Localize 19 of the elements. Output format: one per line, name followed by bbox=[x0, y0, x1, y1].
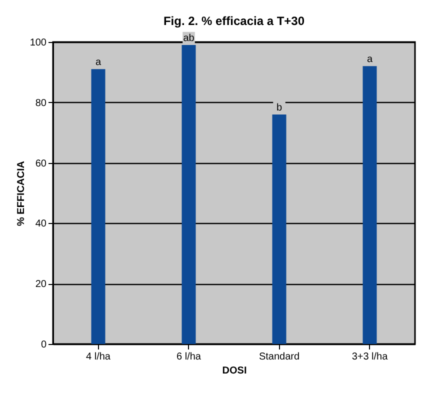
x-tick-label: 4 l/ha bbox=[86, 352, 111, 362]
y-tick-label: 0 bbox=[40, 340, 47, 350]
data-label: b bbox=[276, 102, 282, 114]
x-tick-label: 3+3 l/ha bbox=[352, 352, 388, 362]
y-tick-label: 20 bbox=[35, 279, 47, 290]
x-tick-label: 6 l/ha bbox=[176, 352, 202, 362]
chart-title: Fig. 2. % efficacia a T+30 bbox=[163, 14, 305, 28]
y-tick-label: 40 bbox=[35, 218, 47, 230]
data-label: a bbox=[95, 57, 102, 68]
bar bbox=[272, 114, 286, 344]
data-label: ab bbox=[183, 33, 195, 44]
x-axis-title: DOSI bbox=[222, 366, 247, 376]
bar bbox=[182, 45, 196, 344]
x-tick-label: Standard bbox=[258, 352, 300, 362]
y-tick-label: 80 bbox=[35, 98, 47, 109]
data-label: a bbox=[366, 54, 373, 66]
y-tick-label: 100 bbox=[30, 38, 47, 48]
y-axis-title: % EFFICACIA bbox=[16, 161, 27, 226]
y-tick-label: 60 bbox=[35, 158, 47, 170]
